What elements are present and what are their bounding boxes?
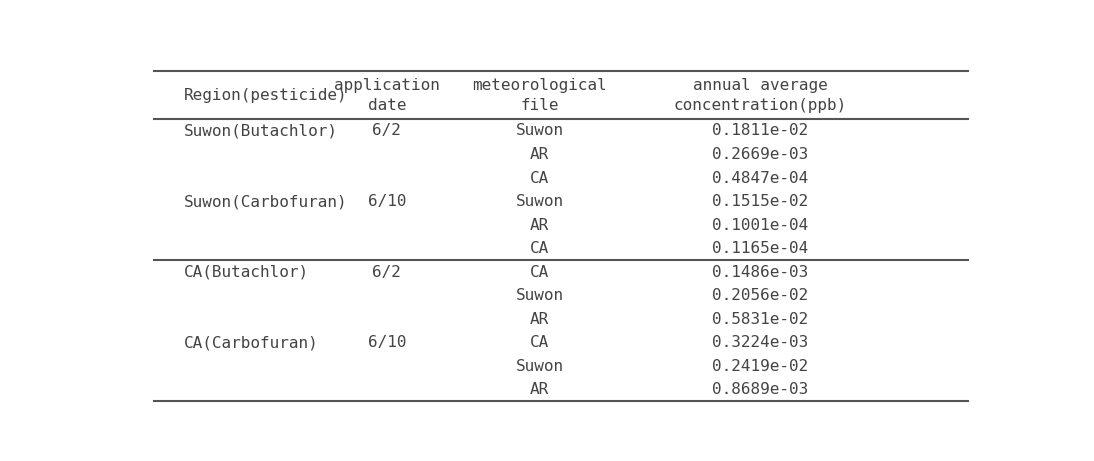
Text: CA: CA — [529, 335, 549, 350]
Text: CA(Butachlor): CA(Butachlor) — [184, 265, 309, 279]
Text: CA(Carbofuran): CA(Carbofuran) — [184, 335, 318, 350]
Text: annual average
concentration(ppb): annual average concentration(ppb) — [673, 78, 847, 112]
Text: 0.1515e-02: 0.1515e-02 — [712, 194, 808, 209]
Text: 6/10: 6/10 — [368, 194, 406, 209]
Text: 6/2: 6/2 — [372, 265, 401, 279]
Text: 0.2419e-02: 0.2419e-02 — [712, 359, 808, 374]
Text: AR: AR — [529, 218, 549, 232]
Text: 0.5831e-02: 0.5831e-02 — [712, 312, 808, 326]
Text: CA: CA — [529, 265, 549, 279]
Text: 0.1165e-04: 0.1165e-04 — [712, 241, 808, 256]
Text: Suwon: Suwon — [515, 124, 563, 138]
Text: Suwon: Suwon — [515, 359, 563, 374]
Text: 0.1001e-04: 0.1001e-04 — [712, 218, 808, 232]
Text: CA: CA — [529, 241, 549, 256]
Text: AR: AR — [529, 382, 549, 397]
Text: 0.1486e-03: 0.1486e-03 — [712, 265, 808, 279]
Text: 0.8689e-03: 0.8689e-03 — [712, 382, 808, 397]
Text: 6/10: 6/10 — [368, 335, 406, 350]
Text: 0.3224e-03: 0.3224e-03 — [712, 335, 808, 350]
Text: AR: AR — [529, 312, 549, 326]
Text: 0.4847e-04: 0.4847e-04 — [712, 171, 808, 185]
Text: meteorological
file: meteorological file — [473, 78, 607, 112]
Text: 0.1811e-02: 0.1811e-02 — [712, 124, 808, 138]
Text: 6/2: 6/2 — [372, 124, 401, 138]
Text: 0.2669e-03: 0.2669e-03 — [712, 147, 808, 162]
Text: Suwon: Suwon — [515, 194, 563, 209]
Text: Suwon(Butachlor): Suwon(Butachlor) — [184, 124, 337, 138]
Text: Suwon(Carbofuran): Suwon(Carbofuran) — [184, 194, 347, 209]
Text: 0.2056e-02: 0.2056e-02 — [712, 288, 808, 303]
Text: Suwon: Suwon — [515, 288, 563, 303]
Text: CA: CA — [529, 171, 549, 185]
Text: application
date: application date — [334, 78, 440, 112]
Text: AR: AR — [529, 147, 549, 162]
Text: Region(pesticide): Region(pesticide) — [184, 88, 347, 103]
